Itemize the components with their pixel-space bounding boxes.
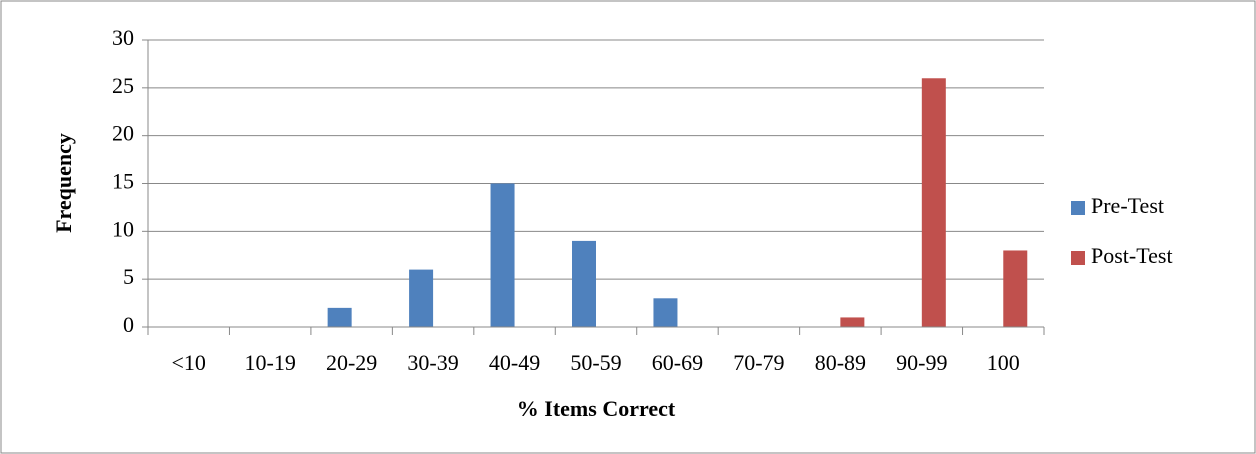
x-tick-label: 70-79 (733, 350, 784, 375)
x-tick-label: 100 (987, 350, 1020, 375)
bar (327, 307, 352, 327)
bar (840, 317, 865, 327)
y-tick-label: 25 (112, 73, 134, 98)
y-tick-label: 10 (112, 216, 134, 241)
bar (572, 240, 596, 327)
x-tick-label: 20-29 (326, 350, 377, 375)
x-axis-title: % Items Correct (517, 396, 676, 421)
y-tick-label: 30 (112, 25, 134, 50)
bar (409, 269, 434, 327)
x-tick-label: 30-39 (407, 350, 458, 375)
x-tick-label: 50-59 (570, 350, 621, 375)
x-tick-label: 90-99 (896, 350, 947, 375)
y-axis-title: Frequency (51, 133, 76, 233)
bar (653, 298, 678, 327)
legend-swatch (1071, 251, 1085, 265)
x-tick-label: 80-89 (815, 350, 866, 375)
y-tick-label: 20 (112, 121, 134, 146)
bar (1003, 250, 1028, 327)
bar (921, 78, 946, 328)
bar (490, 183, 515, 327)
legend-swatch (1071, 201, 1085, 215)
x-tick-label: <10 (172, 350, 206, 375)
x-tick-label: 40-49 (489, 350, 540, 375)
x-tick-label: 10-19 (245, 350, 296, 375)
y-tick-label: 15 (112, 169, 134, 194)
y-tick-label: 0 (123, 312, 134, 337)
x-tick-label: 60-69 (652, 350, 703, 375)
y-tick-label: 5 (123, 264, 134, 289)
legend-label: Pre-Test (1091, 193, 1164, 218)
legend-label: Post-Test (1091, 243, 1173, 268)
